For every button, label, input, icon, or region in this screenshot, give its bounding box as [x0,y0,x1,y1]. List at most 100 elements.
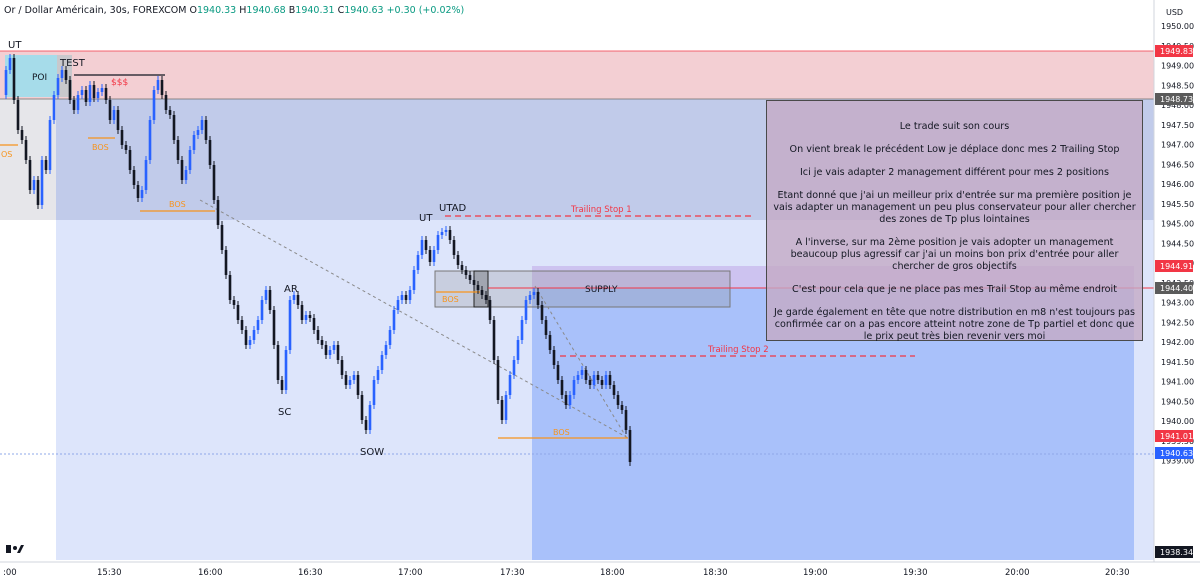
currency-label[interactable]: USD [1166,8,1184,17]
candles [4,54,632,466]
candle-body [208,140,212,165]
candle-body [216,200,220,225]
candle-body [528,295,532,300]
candle-body [532,292,536,295]
candle-body [512,360,516,375]
label-bos2: BOS [169,200,186,209]
candle-body [8,58,12,70]
time-tick: 18:00 [600,568,625,578]
label-bos3: BOS [442,295,459,304]
candle-body [132,170,136,185]
candle-body [80,90,84,95]
label-ar: AR [284,284,298,295]
candle-body [36,180,40,205]
candle-body [232,300,236,305]
candle-body [296,295,300,305]
candle-body [156,80,160,90]
candle-body [456,255,460,265]
price-tick: 1939.00 [1161,457,1194,466]
test-box [57,55,72,97]
candle-body [268,290,272,310]
candle-body [312,318,316,330]
price-badge-label: 1944.40 [1160,284,1193,293]
candle-body [440,232,444,235]
candle-body [496,360,500,400]
candle-body [588,380,592,385]
label-supply: SUPPLY [585,285,618,295]
candle-body [416,255,420,270]
label-bos4: BOS [553,428,570,437]
candle-body [264,290,268,300]
ohlc-open: 1940.33 [196,5,237,16]
candle-body [172,115,176,140]
candle-body [24,140,28,160]
label-bos1: BOS [92,143,109,152]
price-badge [1155,260,1193,272]
candle-body [468,275,472,280]
time-tick: 19:00 [803,568,828,578]
candle-body [376,370,380,380]
candle-body [396,300,400,310]
candle-body [316,330,320,340]
price-tick: 1941.50 [1161,358,1194,367]
candle-body [60,70,64,78]
candle-body [32,180,36,190]
note-line: Je garde également en tête que notre dis… [773,307,1136,342]
price-tick: 1945.00 [1161,220,1194,229]
label-sss: $$$ [111,78,128,88]
candle-body [620,405,624,410]
label-test: TEST [59,58,86,69]
candle-body [236,305,240,320]
time-tick: :00 [3,568,17,578]
ohlc-b-label: B [288,5,296,16]
time-tick: 16:30 [298,568,323,578]
analysis-note[interactable]: Le trade suit son cours On vient break l… [766,100,1143,342]
candle-body [592,375,596,385]
candle-body [152,90,156,120]
note-line: Ici je vais adapter 2 management différe… [799,167,1110,178]
candle-body [412,270,416,290]
candle-body [576,375,580,380]
time-tick: 20:00 [1005,568,1030,578]
candle-body [600,380,604,385]
candle-body [436,235,440,250]
candle-body [168,110,172,115]
candle-body [580,370,584,375]
candle-body [276,345,280,380]
candle-body [628,430,632,462]
candle-body [520,320,524,340]
candle-body [332,345,336,350]
symbol-header[interactable]: Or / Dollar Américain, 30s, FOREXCOM O19… [4,5,464,16]
candle-body [304,315,308,320]
candle-body [548,335,552,350]
candle-body [500,400,504,420]
candle-body [568,395,572,405]
symbol-name[interactable]: Or / Dollar Américain, 30s, FOREXCOM [4,5,187,16]
candle-body [120,130,124,145]
candle-body [140,190,144,198]
ohlc-close: 1940.63 [344,5,384,16]
candle-body [328,350,332,355]
candle-body [288,300,292,350]
candle-body [560,380,564,395]
time-axis[interactable]: :00 15:30 16:00 16:30 17:00 17:30 18:00 18:30 19… [0,561,1200,585]
candle-body [608,375,612,385]
candle-body [164,95,168,110]
candle-body [524,300,528,320]
price-badge [1155,447,1193,459]
time-tick: 19:30 [903,568,928,578]
candle-body [212,165,216,200]
candle-body [292,295,296,300]
price-tick: 1943.00 [1161,299,1194,308]
candle-body [448,230,452,240]
candle-body [616,395,620,405]
price-axis[interactable]: 1950.001949.501949.001948.501948.001947.… [1153,0,1200,585]
price-tick: 1942.00 [1161,338,1194,347]
candle-body [192,135,196,150]
candle-body [4,70,8,95]
price-tick: 1944.50 [1161,239,1194,248]
candle-body [504,395,508,420]
candle-body [444,230,448,232]
candle-body [604,375,608,385]
candle-body [76,95,80,110]
